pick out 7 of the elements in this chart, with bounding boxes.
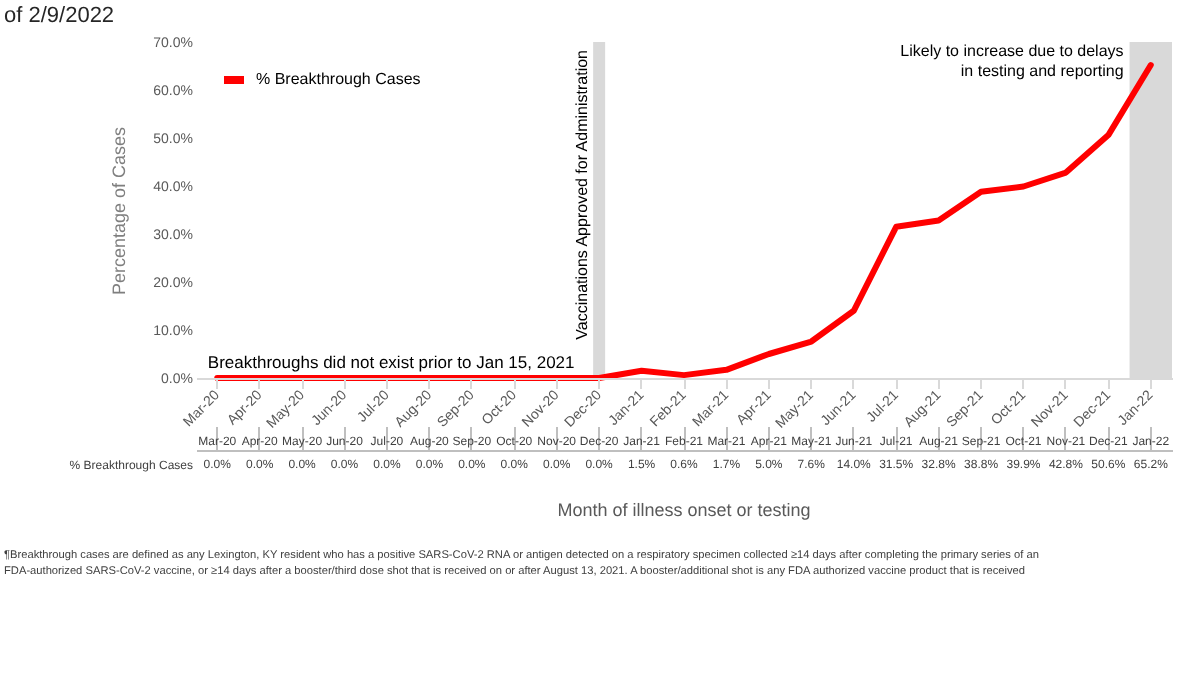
x-axis-title: Month of illness onset or testing: [557, 500, 811, 520]
legend-label: % Breakthrough Cases: [256, 70, 421, 88]
ref-line-label: Vaccinations Approved for Administration: [573, 50, 592, 340]
annotation: Breakthroughs did not exist prior to Jan 15, 2021: [207, 352, 576, 372]
chart-title: of 2/9/2022: [4, 4, 115, 28]
y-axis-title: Percentage of Cases: [109, 125, 130, 296]
band-label: Likely to increase due to delays in testing and reporting: [900, 42, 1124, 80]
